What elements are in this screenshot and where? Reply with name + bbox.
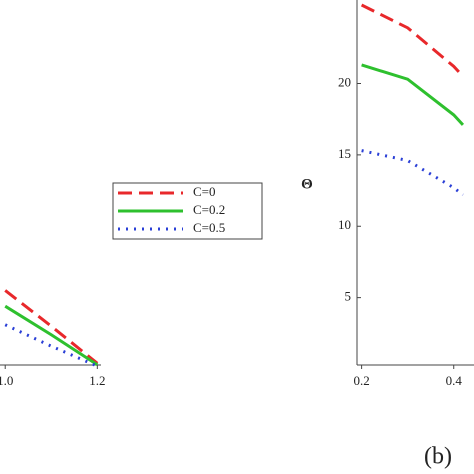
y-tick-label: 10 [338, 217, 351, 232]
y-tick-label: 15 [338, 146, 351, 161]
plot-area [4, 289, 99, 368]
data-line [360, 3, 465, 78]
y-axis-label: Θ [301, 176, 313, 192]
plot-area [360, 3, 465, 197]
data-line [4, 304, 99, 366]
x-tick-label: 1.2 [89, 373, 105, 388]
x-tick-label: 0.2 [353, 373, 369, 388]
legend-label: C=0 [193, 184, 216, 199]
data-line [4, 289, 99, 365]
x-tick-label: 1.0 [0, 373, 13, 388]
legend-label: C=0.2 [193, 202, 225, 217]
data-line [361, 63, 465, 126]
x-tick-label: 0.4 [446, 373, 463, 388]
legend: C=0 C=0.2 C=0.5 [112, 182, 263, 240]
y-tick-label: 5 [345, 289, 352, 304]
data-line [361, 149, 464, 197]
legend-label: C=0.5 [193, 220, 225, 235]
y-tick-label: 20 [338, 74, 351, 89]
data-line [4, 323, 98, 368]
panel-label: (b) [424, 444, 452, 470]
